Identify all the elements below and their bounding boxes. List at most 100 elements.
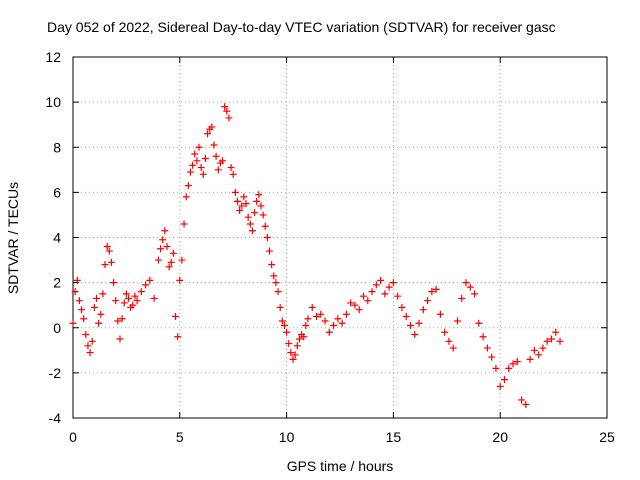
data-point bbox=[197, 164, 205, 172]
data-point bbox=[201, 155, 209, 163]
data-point bbox=[199, 170, 207, 178]
data-point bbox=[97, 310, 105, 318]
data-point bbox=[274, 288, 282, 296]
data-point bbox=[163, 243, 171, 251]
data-point bbox=[377, 276, 385, 284]
data-point bbox=[402, 312, 410, 320]
data-point bbox=[347, 299, 355, 307]
data-point bbox=[129, 301, 137, 309]
data-point bbox=[154, 256, 162, 264]
data-point bbox=[317, 310, 325, 318]
data-point bbox=[229, 170, 237, 178]
data-point bbox=[178, 256, 186, 264]
data-point bbox=[150, 294, 158, 302]
data-point bbox=[300, 333, 308, 341]
data-point bbox=[78, 306, 86, 314]
data-point bbox=[479, 333, 487, 341]
data-point bbox=[406, 321, 414, 329]
data-point bbox=[184, 182, 192, 190]
data-point bbox=[304, 315, 312, 323]
data-point bbox=[441, 328, 449, 336]
x-tick-label: 0 bbox=[69, 429, 77, 445]
data-point bbox=[248, 227, 256, 235]
chart-title: Day 052 of 2022, Sidereal Day-to-day VTE… bbox=[47, 19, 556, 35]
data-point bbox=[278, 317, 286, 325]
data-point bbox=[95, 319, 103, 327]
data-point bbox=[483, 344, 491, 352]
data-point bbox=[193, 157, 201, 165]
data-point bbox=[80, 315, 88, 323]
data-point bbox=[142, 281, 150, 289]
data-point bbox=[338, 319, 346, 327]
data-point bbox=[101, 261, 109, 269]
data-point bbox=[270, 272, 278, 280]
y-axis-label: SDTVAR / TECUs bbox=[5, 182, 21, 294]
data-point bbox=[92, 294, 100, 302]
data-point bbox=[552, 328, 560, 336]
x-tick-label: 5 bbox=[176, 429, 184, 445]
data-point bbox=[251, 209, 259, 217]
y-tick-label: 2 bbox=[53, 275, 61, 291]
data-point bbox=[116, 335, 124, 343]
data-point bbox=[432, 285, 440, 293]
data-point bbox=[71, 288, 79, 296]
data-point bbox=[509, 360, 517, 368]
data-point bbox=[424, 297, 432, 305]
data-point bbox=[225, 114, 233, 122]
data-point bbox=[236, 206, 244, 214]
data-point bbox=[125, 294, 133, 302]
data-point bbox=[334, 315, 342, 323]
data-point bbox=[73, 276, 81, 284]
data-point bbox=[195, 143, 203, 151]
data-point bbox=[492, 364, 500, 372]
data-point bbox=[255, 191, 263, 199]
data-point bbox=[436, 310, 444, 318]
data-point bbox=[321, 317, 329, 325]
data-point bbox=[556, 337, 564, 345]
data-point bbox=[146, 276, 154, 284]
data-point bbox=[214, 166, 222, 174]
data-point bbox=[180, 220, 188, 228]
data-point bbox=[458, 294, 466, 302]
data-point bbox=[107, 258, 115, 266]
data-point bbox=[246, 220, 254, 228]
data-point bbox=[253, 197, 261, 205]
data-point bbox=[182, 193, 190, 201]
data-point bbox=[99, 290, 107, 298]
x-tick-label: 25 bbox=[599, 429, 615, 445]
data-point bbox=[543, 337, 551, 345]
data-point bbox=[223, 107, 231, 115]
y-tick-label: 0 bbox=[53, 320, 61, 336]
data-point bbox=[398, 303, 406, 311]
y-tick-label: -2 bbox=[49, 365, 62, 381]
data-point bbox=[112, 297, 120, 305]
data-point bbox=[120, 299, 128, 307]
data-point bbox=[105, 247, 113, 255]
data-point bbox=[355, 306, 363, 314]
data-point bbox=[368, 288, 376, 296]
data-point bbox=[522, 400, 530, 408]
data-point bbox=[244, 213, 252, 221]
y-tick-label: -4 bbox=[49, 410, 62, 426]
data-point bbox=[90, 303, 98, 311]
data-point bbox=[526, 355, 534, 363]
data-point bbox=[280, 321, 288, 329]
data-point bbox=[227, 164, 235, 172]
data-point bbox=[257, 202, 265, 210]
data-point bbox=[475, 319, 483, 327]
data-point bbox=[330, 321, 338, 329]
data-point bbox=[82, 331, 90, 339]
x-tick-label: 20 bbox=[492, 429, 508, 445]
data-point bbox=[283, 328, 291, 336]
grid-lines bbox=[73, 57, 607, 418]
data-point bbox=[161, 227, 169, 235]
data-point bbox=[86, 349, 94, 357]
data-point bbox=[157, 245, 165, 253]
y-tick-label: 12 bbox=[45, 49, 61, 65]
axis-ticks: 0 5 10 15 20 25 -4 -2 0 2 4 6 8 10 12 bbox=[45, 49, 615, 445]
data-point bbox=[84, 342, 92, 350]
data-point bbox=[137, 288, 145, 296]
data-point bbox=[238, 202, 246, 210]
data-point bbox=[221, 103, 229, 111]
